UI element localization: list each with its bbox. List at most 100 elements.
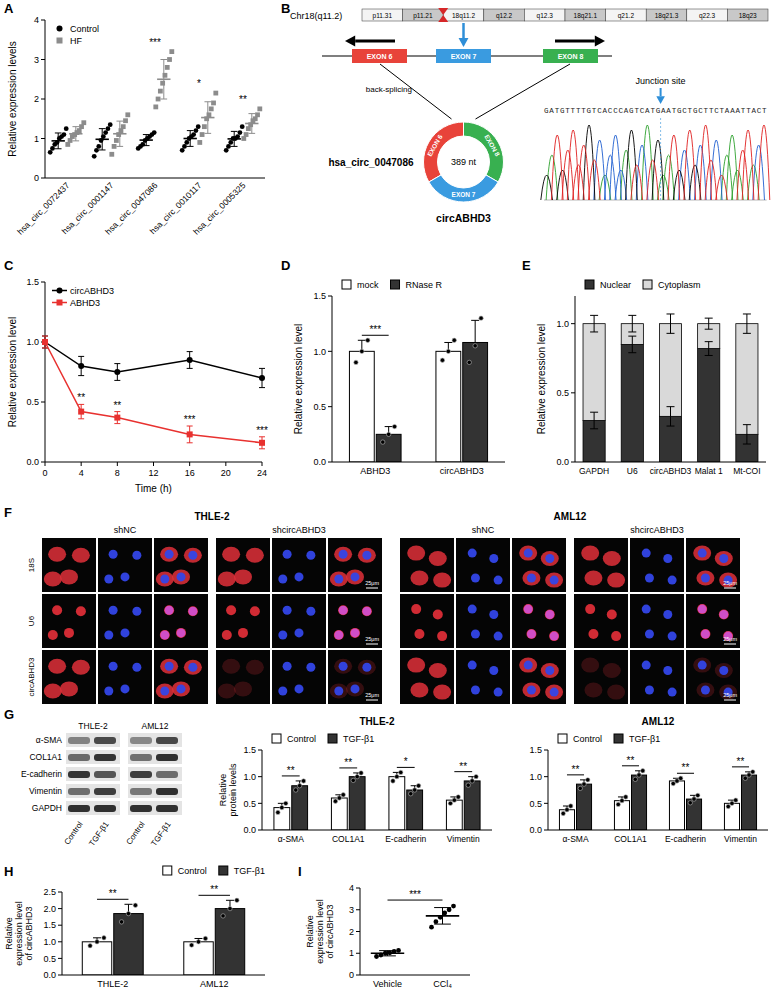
data-point bbox=[297, 784, 301, 788]
panel-label: A bbox=[4, 1, 14, 16]
y-tick bbox=[544, 776, 548, 777]
nucleus bbox=[109, 662, 118, 671]
cell-signal bbox=[429, 663, 447, 678]
nucleus bbox=[295, 628, 304, 637]
nucleus bbox=[668, 576, 677, 585]
cell-signal bbox=[581, 546, 599, 561]
nucleus bbox=[295, 572, 304, 581]
axis-title-line: of circABHD3 bbox=[24, 906, 34, 960]
y-axis-line bbox=[548, 750, 549, 830]
y-axis-line bbox=[62, 892, 63, 975]
significance: ** bbox=[572, 764, 580, 775]
data-point bbox=[734, 798, 738, 802]
data-point bbox=[126, 911, 130, 915]
direction-arrow bbox=[555, 40, 595, 43]
y-tick-label: 0.0 bbox=[43, 970, 56, 980]
axis-title-line: Relative bbox=[4, 917, 14, 950]
data-point bbox=[381, 440, 385, 444]
cell-signal bbox=[234, 569, 252, 584]
cell-signal bbox=[585, 604, 595, 614]
cell-signal bbox=[218, 684, 236, 699]
nucleus bbox=[362, 607, 371, 616]
legend-label: circABHD3 bbox=[70, 286, 114, 296]
y-tick bbox=[41, 462, 45, 463]
nucleus bbox=[642, 605, 651, 614]
nucleus bbox=[351, 684, 360, 693]
significance: *** bbox=[409, 889, 421, 900]
band-label: q12.2 bbox=[496, 12, 513, 20]
blot-band bbox=[94, 754, 116, 761]
chromosome-band bbox=[646, 9, 687, 21]
scale-bar bbox=[724, 700, 736, 701]
blot-band bbox=[94, 805, 116, 812]
significance: * bbox=[404, 756, 408, 767]
data-point bbox=[123, 118, 128, 123]
cell-signal bbox=[541, 551, 559, 566]
plot-area bbox=[349, 316, 487, 462]
cell-signal bbox=[607, 610, 617, 620]
x-tick-label: α-SMA bbox=[562, 834, 588, 844]
y-tick bbox=[571, 462, 575, 463]
legend-symbol bbox=[391, 280, 400, 289]
data-point bbox=[133, 903, 137, 907]
x-tick-label: 4 bbox=[79, 468, 84, 478]
x-axis-line bbox=[45, 178, 265, 179]
error-bar bbox=[705, 318, 713, 329]
legend-symbol bbox=[219, 866, 228, 875]
data-point bbox=[366, 338, 370, 342]
bar bbox=[577, 784, 592, 830]
significance: ** bbox=[239, 94, 247, 105]
y-tick-label: 3 bbox=[34, 55, 39, 65]
y-tick bbox=[544, 803, 548, 804]
scale-bar bbox=[724, 644, 736, 645]
x-tick-label: Malat 1 bbox=[695, 466, 723, 476]
cell-signal bbox=[226, 605, 236, 615]
y-tick-label: 1.0 bbox=[43, 937, 56, 947]
band-label: p11.31 bbox=[373, 12, 393, 20]
marker bbox=[187, 357, 193, 363]
micrograph bbox=[154, 650, 208, 704]
data-point bbox=[374, 954, 379, 959]
chromosome-band bbox=[443, 9, 484, 21]
nucleus bbox=[306, 551, 315, 560]
cell-signal bbox=[719, 685, 737, 700]
y-tick bbox=[58, 975, 62, 976]
data-point bbox=[240, 124, 245, 129]
micrograph bbox=[574, 650, 628, 704]
nucleus bbox=[471, 573, 480, 582]
cell-signal bbox=[250, 606, 260, 616]
plot-area bbox=[559, 769, 756, 830]
blot-column-label: AML12 bbox=[142, 721, 169, 731]
blot-strip bbox=[66, 750, 120, 764]
cell-signal bbox=[350, 628, 360, 638]
micrograph bbox=[328, 538, 382, 592]
data-point bbox=[301, 779, 305, 783]
nucleus bbox=[121, 572, 130, 581]
error-bar bbox=[55, 133, 62, 149]
error-bar bbox=[187, 352, 193, 369]
cell-signal bbox=[164, 605, 174, 615]
data-point bbox=[466, 783, 470, 787]
centromere bbox=[438, 8, 448, 22]
band-label: p11.21 bbox=[413, 12, 433, 20]
y-tick bbox=[41, 282, 45, 283]
data-point bbox=[399, 770, 403, 774]
data-point bbox=[92, 154, 97, 159]
scale-bar-label: 25μm bbox=[365, 692, 379, 698]
nucleus bbox=[719, 610, 728, 619]
band-label: 18q23 bbox=[739, 12, 757, 20]
bar-segment bbox=[659, 324, 681, 417]
nucleus bbox=[121, 684, 130, 693]
data-point bbox=[88, 944, 92, 948]
data-point bbox=[679, 776, 683, 780]
cell-signal bbox=[172, 681, 190, 696]
legend-label: RNase R bbox=[406, 280, 443, 290]
group-label: shcircABHD3 bbox=[272, 525, 326, 535]
data-point bbox=[125, 112, 130, 117]
panel-label: B bbox=[281, 1, 290, 16]
data-point bbox=[156, 97, 161, 102]
data-point bbox=[95, 940, 99, 944]
micrograph bbox=[630, 538, 684, 592]
nucleus bbox=[188, 607, 197, 616]
data-point bbox=[112, 144, 117, 149]
